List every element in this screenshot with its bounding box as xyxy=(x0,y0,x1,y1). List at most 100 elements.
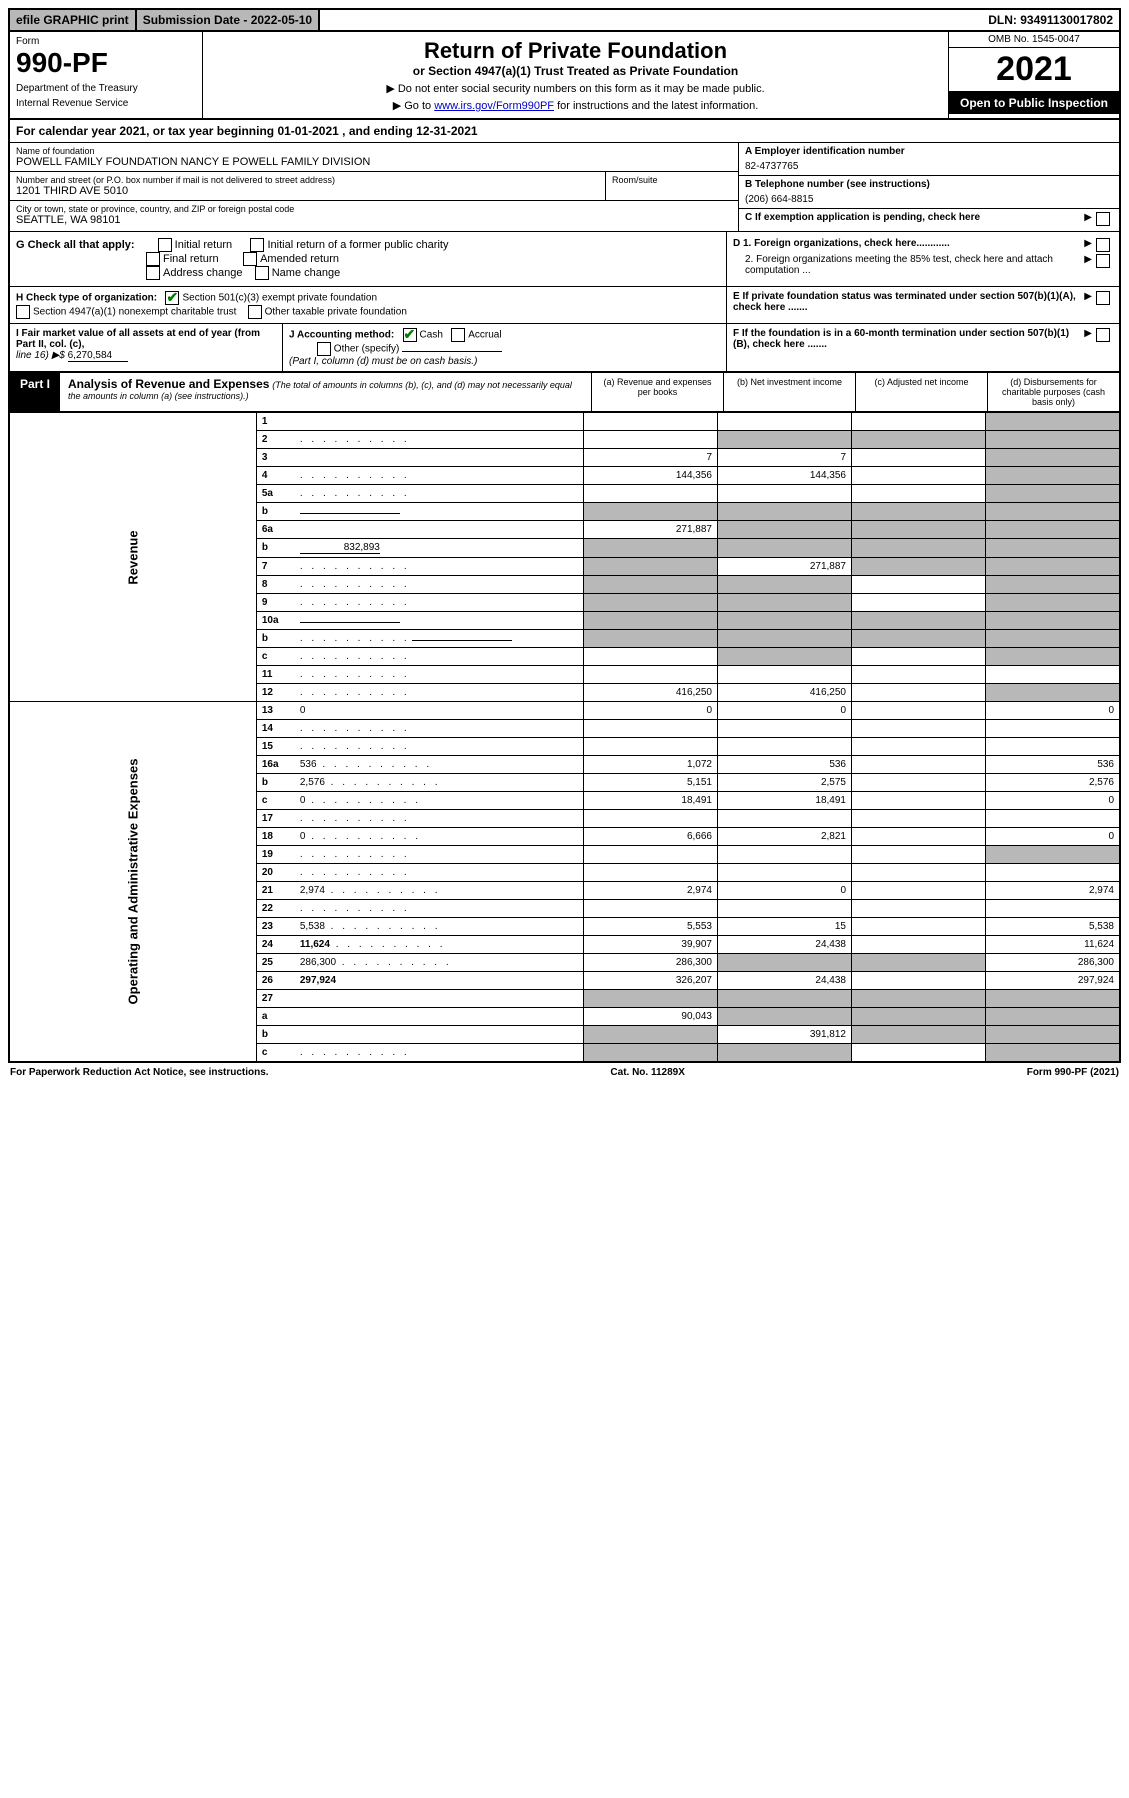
line-number: 2 xyxy=(256,431,295,449)
col-b-value xyxy=(718,900,852,918)
g-initial-former-checkbox[interactable] xyxy=(250,238,264,252)
col-a-value: 0 xyxy=(584,702,718,720)
section-c-checkbox[interactable] xyxy=(1096,212,1110,226)
col-a-value xyxy=(584,539,718,558)
section-e: E If private foundation status was termi… xyxy=(727,287,1119,323)
j-cash-checkbox[interactable] xyxy=(403,328,417,342)
col-c-value xyxy=(852,792,986,810)
col-a-value xyxy=(584,738,718,756)
g-name-change-checkbox[interactable] xyxy=(255,266,269,280)
instruction-2: ▶ Go to www.irs.gov/Form990PF for instru… xyxy=(209,99,942,112)
addr-label: Number and street (or P.O. box number if… xyxy=(16,175,599,185)
col-c-value xyxy=(852,864,986,882)
col-a-value xyxy=(584,594,718,612)
city-cell: City or town, state or province, country… xyxy=(10,200,738,229)
line-description xyxy=(295,1008,584,1026)
section-c-label: C If exemption application is pending, c… xyxy=(745,212,1080,223)
part1-header: Part I Analysis of Revenue and Expenses … xyxy=(8,373,1121,412)
line-number: 4 xyxy=(256,467,295,485)
col-b-value xyxy=(718,576,852,594)
efile-label: efile GRAPHIC print xyxy=(10,10,137,30)
col-d-value xyxy=(986,864,1121,882)
col-a-value xyxy=(584,630,718,648)
col-b-value xyxy=(718,846,852,864)
col-c-value xyxy=(852,576,986,594)
col-b-value xyxy=(718,431,852,449)
col-b-value xyxy=(718,720,852,738)
col-c-value xyxy=(852,1008,986,1026)
instructions-link[interactable]: www.irs.gov/Form990PF xyxy=(434,100,554,112)
col-b-value xyxy=(718,864,852,882)
line-description xyxy=(295,558,584,576)
inst2-post: for instructions and the latest informat… xyxy=(554,100,758,112)
line-description: 5,538 xyxy=(295,918,584,936)
line-description xyxy=(295,449,584,467)
col-a-value: 416,250 xyxy=(584,684,718,702)
col-b-value xyxy=(718,612,852,630)
col-c-value xyxy=(852,756,986,774)
col-c-value xyxy=(852,738,986,756)
col-b-header: (b) Net investment income xyxy=(723,373,855,411)
g-final-return-checkbox[interactable] xyxy=(146,252,160,266)
revenue-side-label: Revenue xyxy=(9,413,256,702)
col-b-value: 24,438 xyxy=(718,936,852,954)
col-d-value xyxy=(986,449,1121,467)
col-a-value xyxy=(584,576,718,594)
line-number: 23 xyxy=(256,918,295,936)
h-4947-checkbox[interactable] xyxy=(16,305,30,319)
col-c-value xyxy=(852,485,986,503)
city-state-zip: SEATTLE, WA 98101 xyxy=(16,214,732,226)
line-description: 832,893 xyxy=(295,539,584,558)
d2-checkbox[interactable] xyxy=(1096,254,1110,268)
col-c-value xyxy=(852,594,986,612)
line-number: 15 xyxy=(256,738,295,756)
col-b-value: 391,812 xyxy=(718,1026,852,1044)
line-number: 6a xyxy=(256,521,295,539)
col-d-value xyxy=(986,1026,1121,1044)
line-description xyxy=(295,1044,584,1063)
h-501c3-checkbox[interactable] xyxy=(165,291,179,305)
g-amended-checkbox[interactable] xyxy=(243,252,257,266)
line-number: 20 xyxy=(256,864,295,882)
line-number: b xyxy=(256,539,295,558)
g-initial-return-checkbox[interactable] xyxy=(158,238,172,252)
omb-number: OMB No. 1545-0047 xyxy=(949,32,1119,48)
f-checkbox[interactable] xyxy=(1096,328,1110,342)
e-checkbox[interactable] xyxy=(1096,291,1110,305)
line-description xyxy=(295,684,584,702)
col-c-value xyxy=(852,846,986,864)
line-description xyxy=(295,720,584,738)
col-c-value xyxy=(852,612,986,630)
j-accrual-checkbox[interactable] xyxy=(451,328,465,342)
section-j: J Accounting method: Cash Accrual Other … xyxy=(283,324,727,371)
col-a-value: 326,207 xyxy=(584,972,718,990)
line-number: 25 xyxy=(256,954,295,972)
col-c-value xyxy=(852,972,986,990)
footer-right: Form 990-PF (2021) xyxy=(1027,1067,1119,1078)
col-a-value xyxy=(584,1044,718,1063)
line-number: 7 xyxy=(256,558,295,576)
line-number: 16a xyxy=(256,756,295,774)
col-b-value xyxy=(718,521,852,539)
line-description xyxy=(295,485,584,503)
col-a-value xyxy=(584,485,718,503)
col-a-value xyxy=(584,666,718,684)
line-number: 18 xyxy=(256,828,295,846)
d1-checkbox[interactable] xyxy=(1096,238,1110,252)
arrow-icon: ▶ xyxy=(1084,238,1092,249)
line-number: 1 xyxy=(256,413,295,431)
col-d-value xyxy=(986,612,1121,630)
line-description xyxy=(295,738,584,756)
g-address-change-checkbox[interactable] xyxy=(146,266,160,280)
col-a-value xyxy=(584,720,718,738)
form-number: 990-PF xyxy=(16,47,196,79)
j-other-checkbox[interactable] xyxy=(317,342,331,356)
col-c-header: (c) Adjusted net income xyxy=(855,373,987,411)
col-d-value xyxy=(986,846,1121,864)
line-description xyxy=(295,594,584,612)
inst2-pre: ▶ Go to xyxy=(393,100,434,112)
h-other-taxable-checkbox[interactable] xyxy=(248,305,262,319)
col-b-value: 0 xyxy=(718,882,852,900)
col-d-value xyxy=(986,413,1121,431)
col-b-value xyxy=(718,485,852,503)
